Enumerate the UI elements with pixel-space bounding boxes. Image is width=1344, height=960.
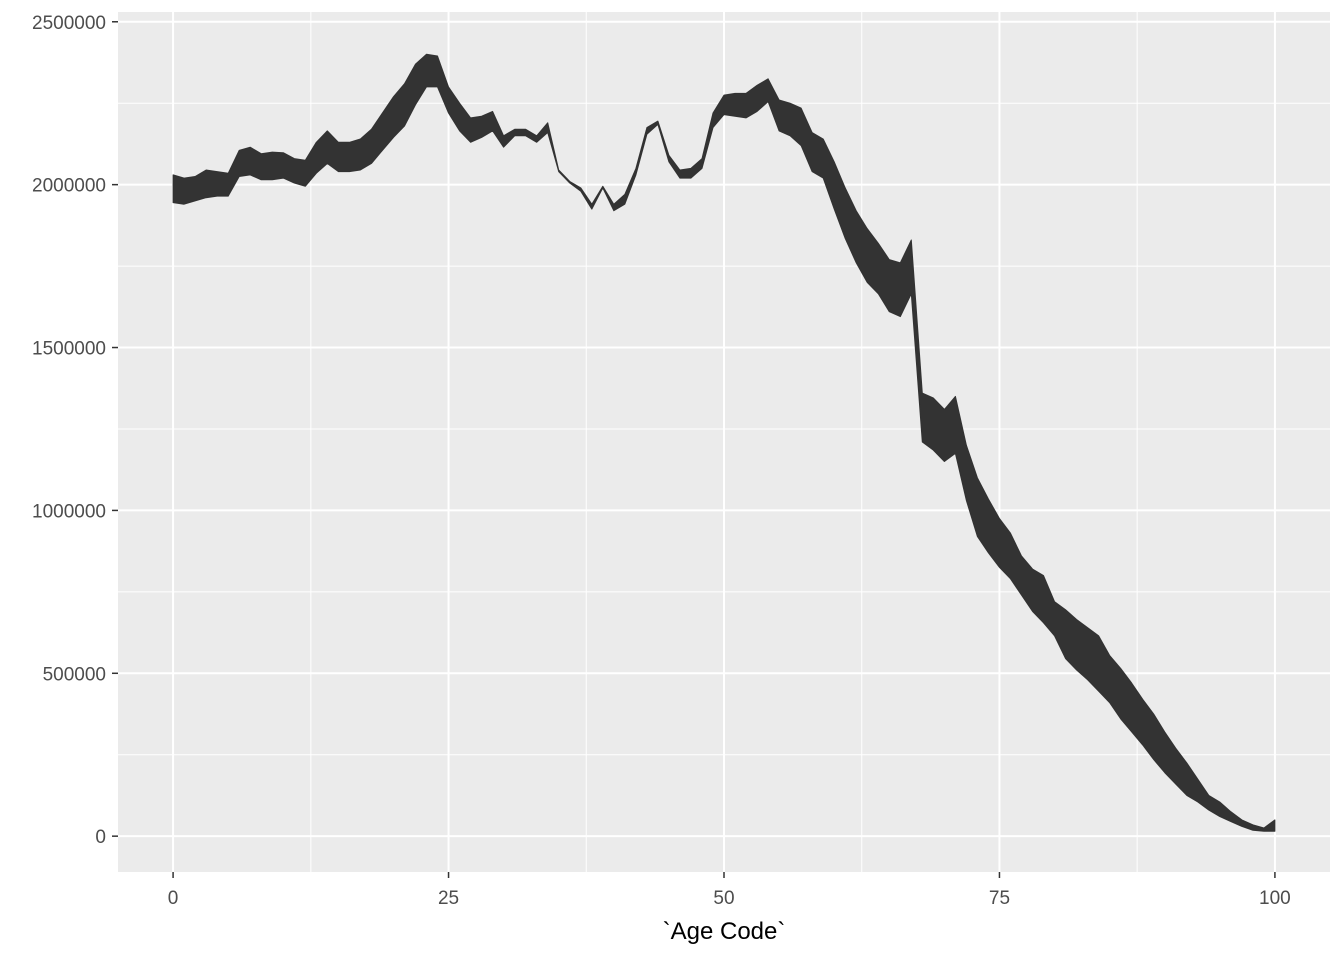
y-tick-label: 1500000 xyxy=(32,339,106,360)
y-tick-label: 500000 xyxy=(43,664,106,685)
y-tick-label: 1000000 xyxy=(32,501,106,522)
x-tick-label: 0 xyxy=(168,888,179,909)
x-tick-label: 100 xyxy=(1259,888,1291,909)
x-axis-title: `Age Code` xyxy=(663,918,786,945)
y-axis: 0 500000 1000000 1500000 2000000 2500000 xyxy=(32,13,118,848)
x-tick-label: 50 xyxy=(713,888,734,909)
major-gridlines xyxy=(118,12,1330,872)
y-tick-label: 2000000 xyxy=(32,176,106,197)
ribbon-area xyxy=(172,53,1276,832)
y-tick-label: 0 xyxy=(95,827,106,848)
x-tick-label: 75 xyxy=(989,888,1010,909)
y-tick-label: 2500000 xyxy=(32,13,106,34)
x-axis: 0 25 50 75 100 xyxy=(168,872,1291,909)
x-tick-label: 25 xyxy=(438,888,459,909)
